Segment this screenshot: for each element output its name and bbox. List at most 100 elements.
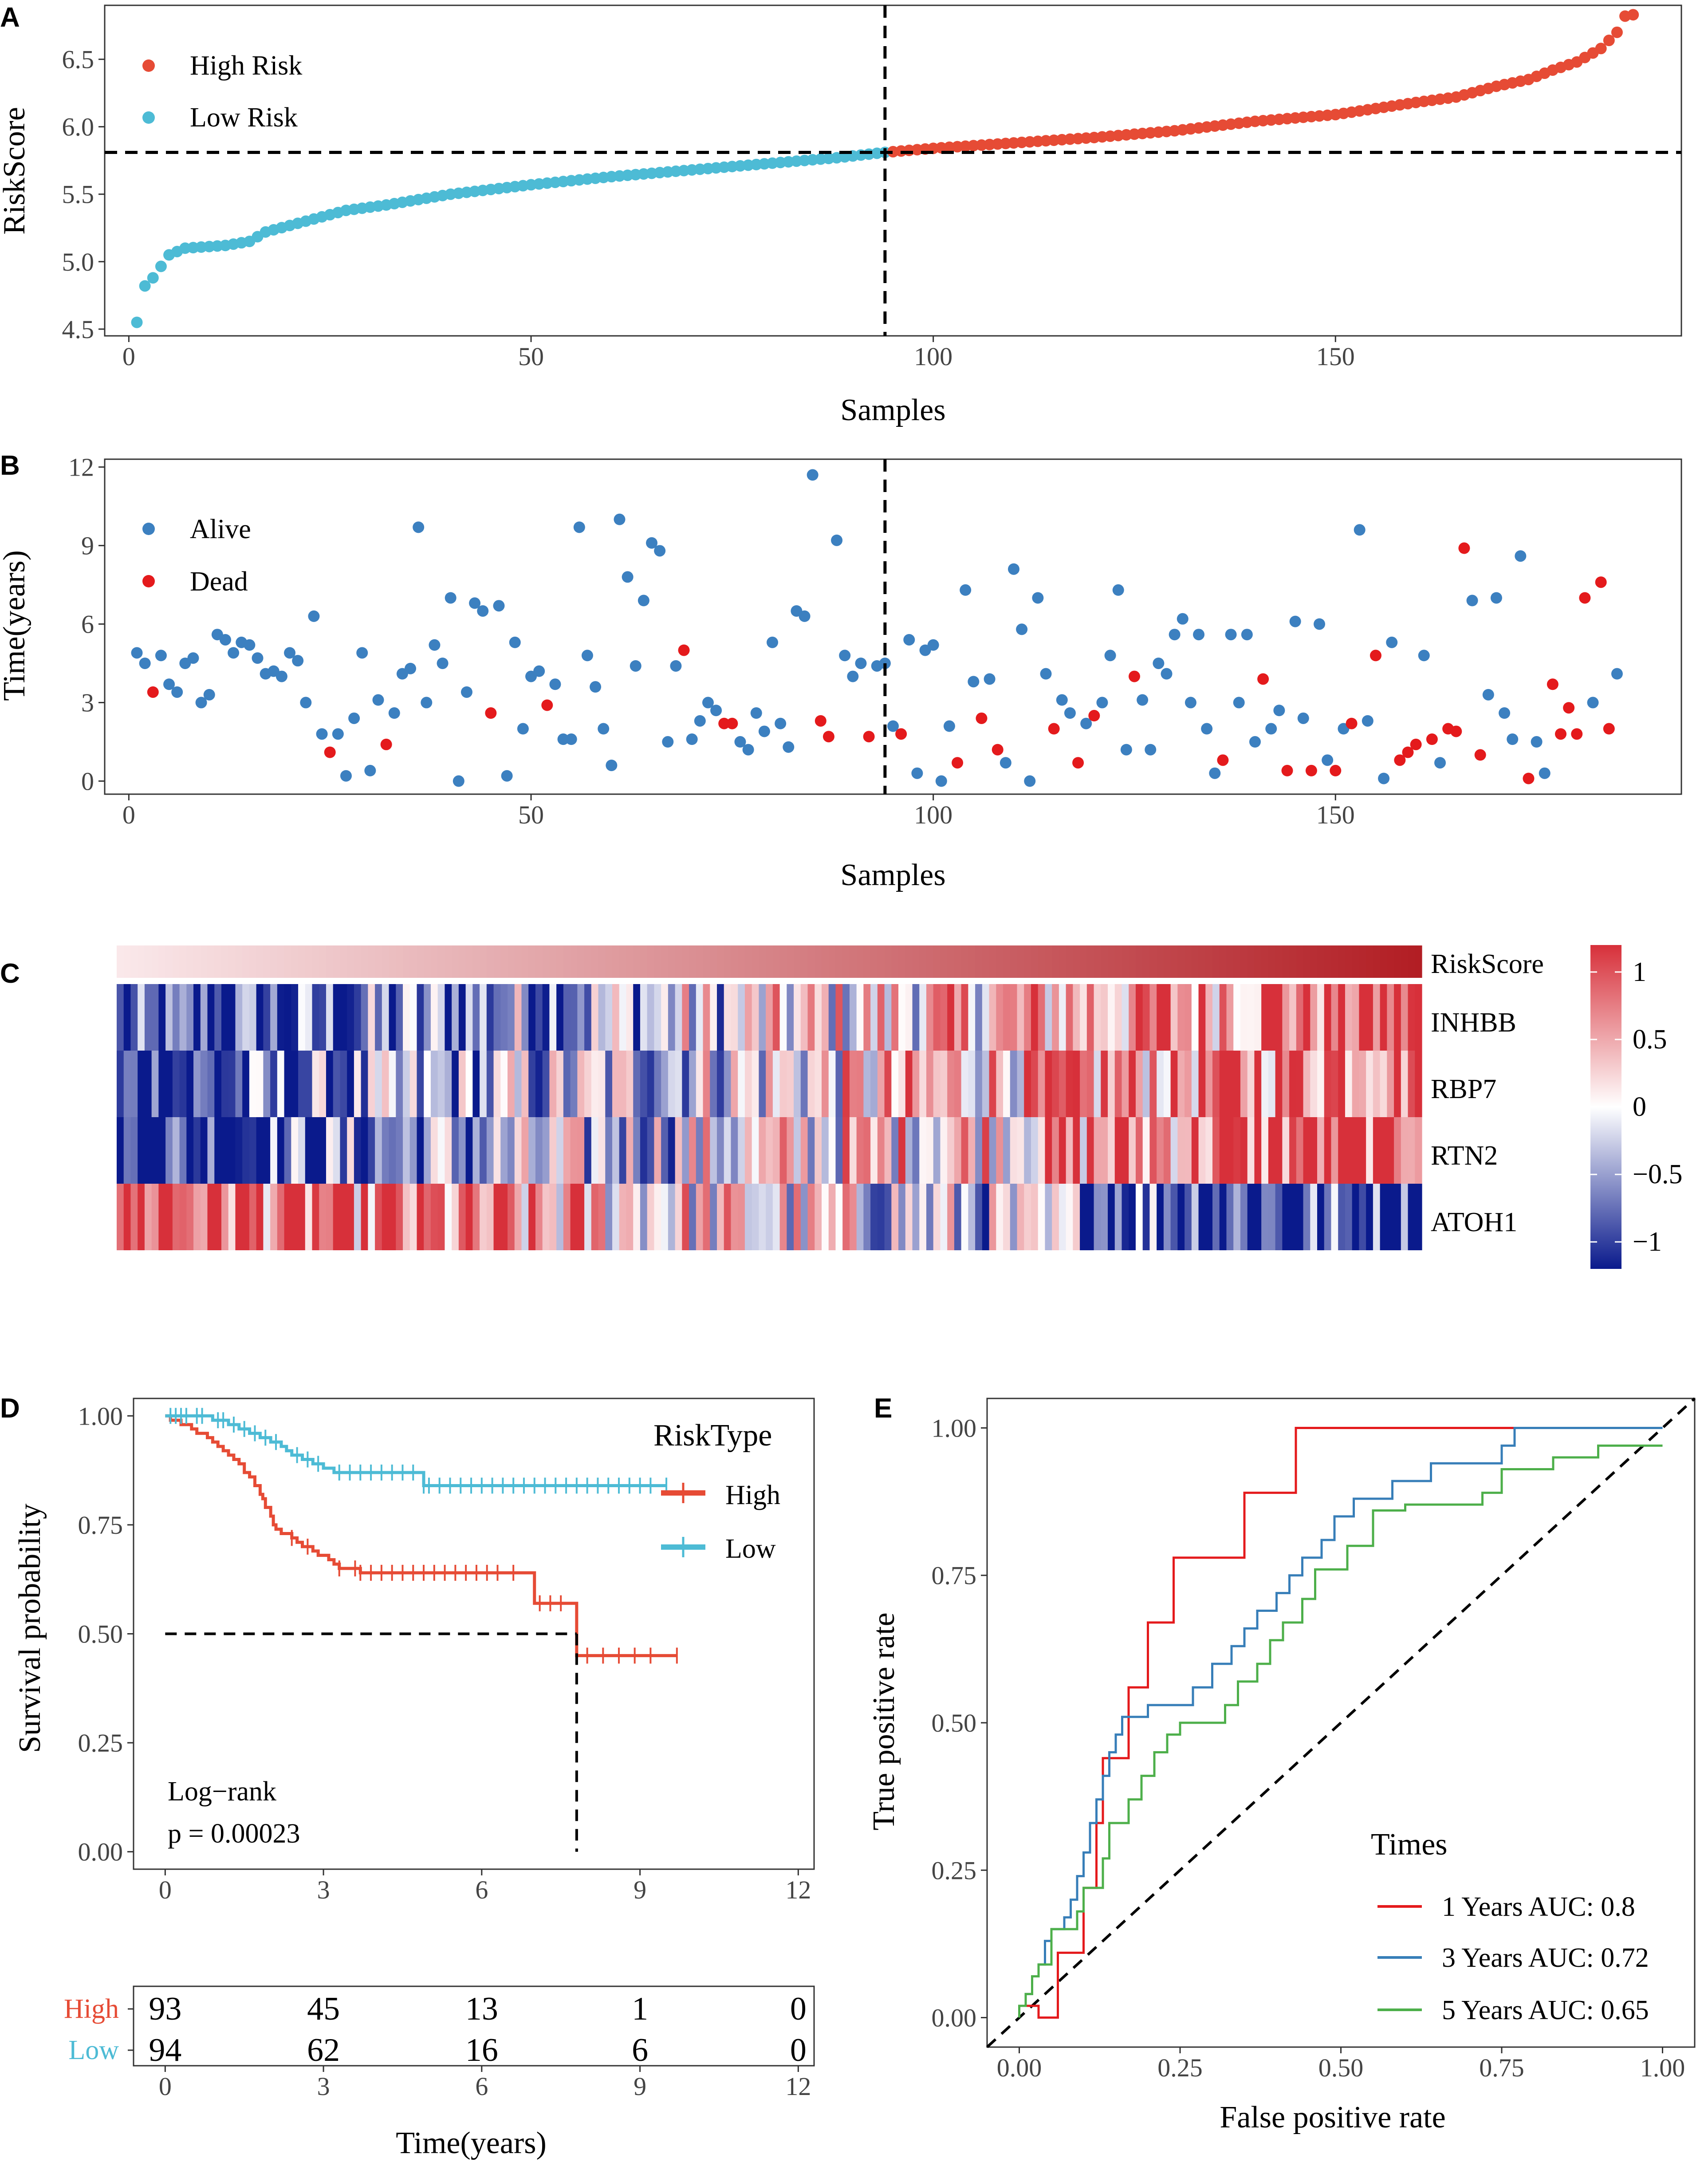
heatmap-cell [1017, 1117, 1024, 1184]
heatmap-cell [549, 1051, 557, 1117]
row-label-rbp7: RBP7 [1431, 1074, 1496, 1104]
y-tick-label: 0.00 [78, 1838, 123, 1867]
heatmap-cell [724, 984, 732, 1051]
heatmap-cell [542, 1051, 550, 1117]
heatmap-cell [605, 1117, 613, 1184]
heatmap-cell [1366, 1184, 1373, 1250]
heatmap-cell [333, 1117, 341, 1184]
heatmap-cell [1366, 984, 1373, 1051]
annotation-cell [863, 945, 871, 978]
annotation-cell [312, 945, 319, 978]
annotation-cell [1352, 945, 1360, 978]
heatmap-cell [954, 1051, 962, 1117]
heatmap-cell [305, 1184, 313, 1250]
heatmap-cell [591, 1117, 599, 1184]
heatmap-cell [549, 1184, 557, 1250]
dead-point [992, 744, 1004, 756]
heatmap-cell [766, 1051, 773, 1117]
heatmap-cell [891, 1184, 899, 1250]
heatmap-cell [354, 1051, 362, 1117]
heatmap-cell [417, 1184, 424, 1250]
alive-point [590, 681, 602, 693]
heatmap-cell [1289, 1117, 1297, 1184]
alive-point [517, 723, 529, 735]
heatmap-cell [633, 1051, 641, 1117]
heatmap-cell [1324, 1117, 1332, 1184]
annotation-cell [1317, 945, 1325, 978]
heatmap-cell [151, 1117, 159, 1184]
heatmap-cell [835, 1184, 843, 1250]
heatmap-cell [744, 1184, 752, 1250]
heatmap-cell [130, 1051, 138, 1117]
heatmap-cell [647, 1184, 655, 1250]
heatmap-cell [975, 1184, 983, 1250]
dead-point [1595, 576, 1607, 588]
annotation-cell [1198, 945, 1206, 978]
annotation-cell [877, 945, 885, 978]
heatmap-cell [954, 1117, 962, 1184]
heatmap-cell [528, 1184, 536, 1250]
alive-point [203, 689, 215, 701]
heatmap-cell [647, 1117, 655, 1184]
alive-point [911, 767, 923, 779]
logrank-label: Log−rank [168, 1776, 276, 1807]
heatmap-cell [556, 1117, 564, 1184]
heatmap-cell [486, 1184, 494, 1250]
heatmap-cell [675, 1117, 682, 1184]
heatmap-cell [815, 1051, 822, 1117]
heatmap-cell [1338, 1051, 1346, 1117]
alive-point [758, 725, 770, 737]
x-tick-label: 9 [634, 2072, 646, 2101]
annotation-cell [619, 945, 627, 978]
heatmap-cell [1101, 1051, 1108, 1117]
heatmap-cell [772, 1184, 780, 1250]
heatmap-cell [1045, 1184, 1052, 1250]
alive-point [968, 676, 980, 688]
annotation-cell [340, 945, 347, 978]
heatmap-cell [779, 1117, 787, 1184]
annotation-cell [242, 945, 250, 978]
annotation-cell [472, 945, 480, 978]
heatmap-cell [905, 984, 913, 1051]
heatmap-cell [1114, 1117, 1122, 1184]
heatmap-cell [214, 1117, 222, 1184]
heatmap-cell [1031, 984, 1039, 1051]
dead-point [678, 644, 690, 656]
alive-point [421, 697, 433, 709]
heatmap-cell [919, 984, 927, 1051]
annotation-cell [1324, 945, 1332, 978]
heatmap-cell [626, 1051, 634, 1117]
heatmap-cell [452, 984, 459, 1051]
heatmap-cell [542, 984, 550, 1051]
alive-point [702, 697, 714, 709]
annotation-cell [1185, 945, 1192, 978]
alive-point [1499, 707, 1511, 719]
heatmap-cell [486, 1117, 494, 1184]
heatmap-cell [1205, 1184, 1213, 1250]
roc-curve-5y [1018, 1444, 1663, 2018]
annotation-cell [884, 945, 892, 978]
dead-point [1474, 749, 1486, 761]
heatmap-cell [619, 984, 627, 1051]
heatmap-cell [1233, 1184, 1241, 1250]
annotation-cell [368, 945, 375, 978]
heatmap-cell [689, 984, 697, 1051]
alive-point [549, 678, 561, 690]
alive-point [581, 650, 593, 662]
heatmap-cell [675, 1051, 682, 1117]
annotation-cell [584, 945, 592, 978]
heatmap-cell [221, 984, 229, 1051]
annotation-cell [654, 945, 661, 978]
annotation-cell [1108, 945, 1115, 978]
y-tick-label: 6.5 [62, 45, 94, 74]
dead-point [1330, 764, 1342, 776]
heatmap-cell [430, 1051, 438, 1117]
heatmap-cell [870, 1117, 878, 1184]
heatmap-cell [284, 1051, 291, 1117]
heatmap-cell [1198, 984, 1206, 1051]
alive-point [275, 670, 287, 682]
alive-point [163, 678, 175, 690]
alive-point [316, 728, 328, 740]
alive-point [1314, 618, 1326, 630]
alive-point [340, 770, 352, 782]
